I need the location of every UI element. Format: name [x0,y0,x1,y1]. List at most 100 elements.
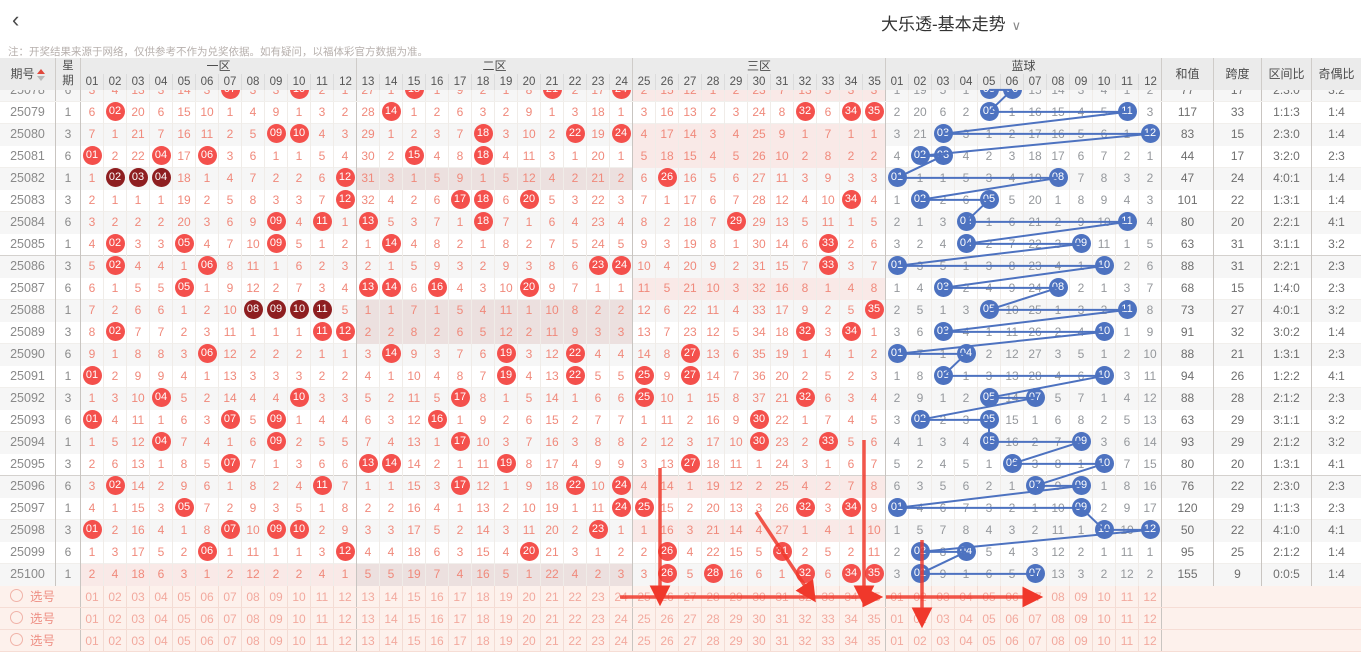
radio-icon[interactable] [10,633,23,646]
pick-number-19[interactable]: 19 [495,586,518,607]
pick-number-01[interactable]: 01 [81,608,104,629]
pick-number-34[interactable]: 34 [840,630,863,651]
pick-number-13[interactable]: 13 [357,630,380,651]
radio-icon[interactable] [10,589,23,602]
pick-number-34[interactable]: 34 [840,608,863,629]
pick-number-26[interactable]: 26 [656,608,679,629]
pick-number-24[interactable]: 24 [610,586,633,607]
pick-number-30[interactable]: 30 [748,608,771,629]
pick-number-20[interactable]: 20 [518,630,541,651]
pick-number-02[interactable]: 02 [104,630,127,651]
pick-number-22[interactable]: 22 [564,630,587,651]
pick-number-03[interactable]: 03 [127,586,150,607]
pick-number-11[interactable]: 11 [1116,608,1139,629]
pick-number-25[interactable]: 25 [633,608,656,629]
pick-number-20[interactable]: 20 [518,586,541,607]
pick-number-01[interactable]: 01 [886,608,909,629]
pick-number-06[interactable]: 06 [1001,586,1024,607]
pick-number-18[interactable]: 18 [472,630,495,651]
pick-row-label[interactable]: 选号 [0,608,81,629]
pick-number-09[interactable]: 09 [265,586,288,607]
pick-number-26[interactable]: 26 [656,586,679,607]
pick-number-17[interactable]: 17 [449,586,472,607]
pick-number-01[interactable]: 01 [81,630,104,651]
pick-number-12[interactable]: 12 [334,586,357,607]
pick-number-10[interactable]: 10 [1093,630,1116,651]
pick-number-02[interactable]: 02 [909,586,932,607]
pick-number-07[interactable]: 07 [1024,586,1047,607]
pick-number-03[interactable]: 03 [932,608,955,629]
pick-number-15[interactable]: 15 [403,608,426,629]
pick-number-11[interactable]: 11 [311,586,334,607]
pick-number-33[interactable]: 33 [817,608,840,629]
pick-number-17[interactable]: 17 [449,630,472,651]
pick-number-08[interactable]: 08 [1047,586,1070,607]
pick-number-03[interactable]: 03 [932,586,955,607]
chart-type-selector[interactable]: 大乐透-基本走势 ∨ [881,10,1021,35]
pick-number-11[interactable]: 11 [311,630,334,651]
pick-number-19[interactable]: 19 [495,630,518,651]
pick-number-05[interactable]: 05 [173,608,196,629]
pick-row-label[interactable]: 选号 [0,586,81,607]
pick-number-01[interactable]: 01 [81,586,104,607]
pick-number-13[interactable]: 13 [357,586,380,607]
pick-number-35[interactable]: 35 [863,630,886,651]
pick-number-07[interactable]: 07 [219,586,242,607]
pick-number-07[interactable]: 07 [219,630,242,651]
pick-number-33[interactable]: 33 [817,630,840,651]
pick-number-10[interactable]: 10 [1093,586,1116,607]
pick-row-label[interactable]: 选号 [0,630,81,651]
pick-number-08[interactable]: 08 [242,608,265,629]
pick-number-12[interactable]: 12 [1139,608,1162,629]
pick-number-12[interactable]: 12 [334,608,357,629]
pick-number-08[interactable]: 08 [1047,608,1070,629]
pick-number-16[interactable]: 16 [426,608,449,629]
pick-number-03[interactable]: 03 [127,608,150,629]
pick-number-09[interactable]: 09 [265,630,288,651]
pick-number-06[interactable]: 06 [196,586,219,607]
pick-number-22[interactable]: 22 [564,586,587,607]
pick-number-20[interactable]: 20 [518,608,541,629]
pick-number-16[interactable]: 16 [426,586,449,607]
pick-number-32[interactable]: 32 [794,608,817,629]
pick-number-09[interactable]: 09 [265,608,288,629]
pick-number-31[interactable]: 31 [771,630,794,651]
pick-number-02[interactable]: 02 [909,608,932,629]
pick-number-10[interactable]: 10 [288,608,311,629]
pick-number-05[interactable]: 05 [173,586,196,607]
pick-number-04[interactable]: 04 [150,630,173,651]
pick-number-18[interactable]: 18 [472,608,495,629]
pick-number-06[interactable]: 06 [196,630,219,651]
pick-number-05[interactable]: 05 [978,586,1001,607]
pick-number-28[interactable]: 28 [702,630,725,651]
pick-number-12[interactable]: 12 [1139,586,1162,607]
back-icon[interactable]: ‹ [12,7,20,32]
pick-number-26[interactable]: 26 [656,630,679,651]
pick-number-27[interactable]: 27 [679,630,702,651]
pick-number-10[interactable]: 10 [1093,608,1116,629]
pick-number-02[interactable]: 02 [104,608,127,629]
pick-number-11[interactable]: 11 [1116,586,1139,607]
pick-number-30[interactable]: 30 [748,630,771,651]
pick-number-15[interactable]: 15 [403,630,426,651]
radio-icon[interactable] [10,611,23,624]
pick-number-21[interactable]: 21 [541,586,564,607]
pick-number-07[interactable]: 07 [1024,608,1047,629]
pick-number-35[interactable]: 35 [863,608,886,629]
pick-number-06[interactable]: 06 [1001,608,1024,629]
pick-number-23[interactable]: 23 [587,586,610,607]
pick-number-23[interactable]: 23 [587,630,610,651]
pick-number-21[interactable]: 21 [541,630,564,651]
pick-number-09[interactable]: 09 [1070,630,1093,651]
pick-number-19[interactable]: 19 [495,608,518,629]
pick-number-08[interactable]: 08 [1047,630,1070,651]
pick-number-02[interactable]: 02 [909,630,932,651]
pick-number-14[interactable]: 14 [380,608,403,629]
pick-number-16[interactable]: 16 [426,630,449,651]
pick-number-27[interactable]: 27 [679,586,702,607]
pick-number-05[interactable]: 05 [173,630,196,651]
pick-number-04[interactable]: 04 [150,586,173,607]
pick-number-30[interactable]: 30 [748,586,771,607]
pick-number-29[interactable]: 29 [725,630,748,651]
pick-number-03[interactable]: 03 [127,630,150,651]
